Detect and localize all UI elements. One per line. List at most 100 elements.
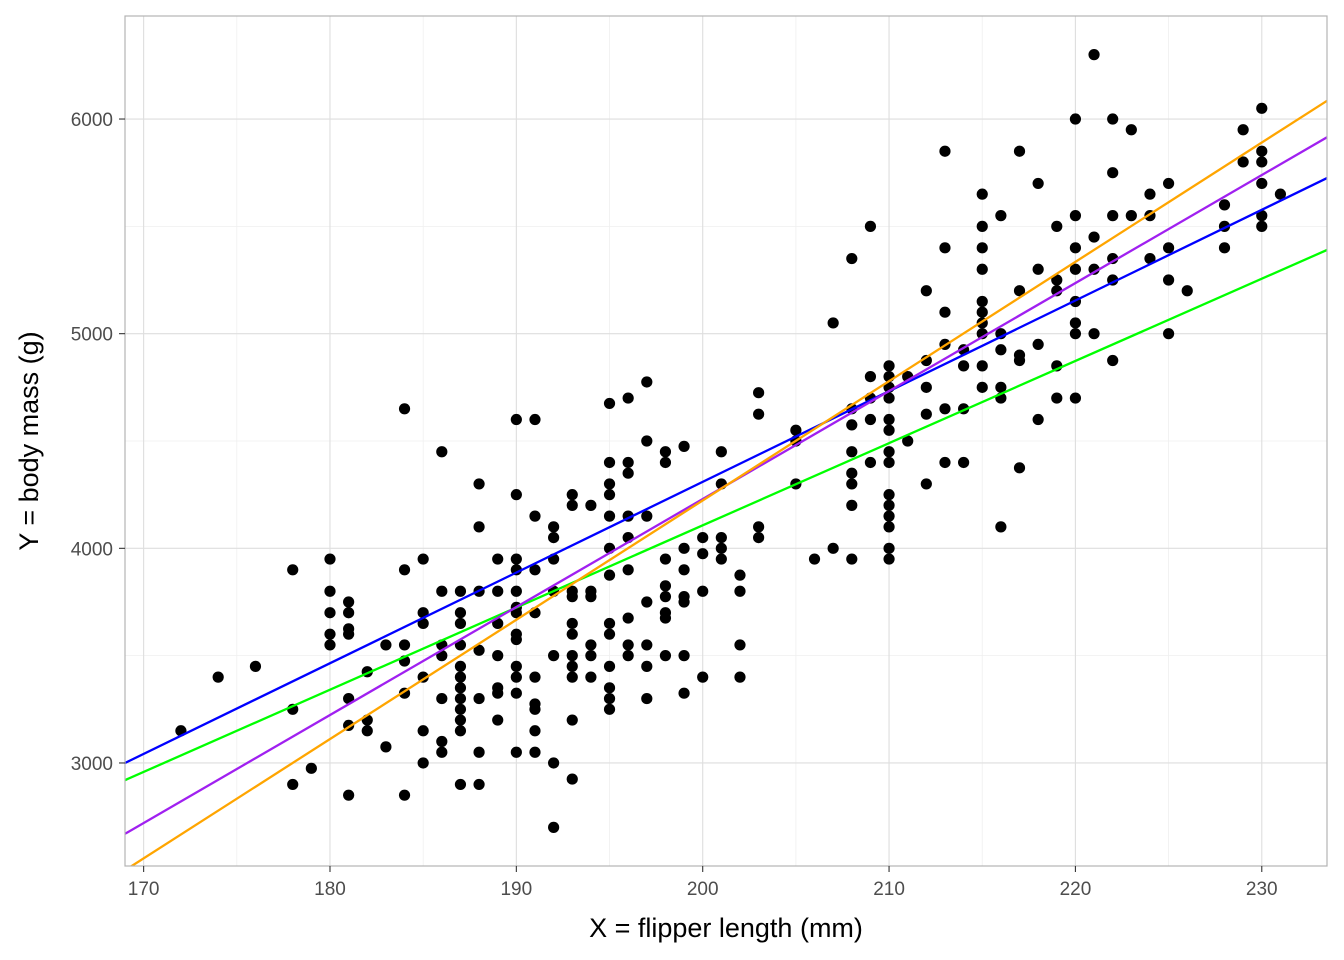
data-point xyxy=(343,607,355,619)
data-point xyxy=(1051,220,1063,232)
data-point xyxy=(1162,177,1175,190)
data-point xyxy=(529,671,541,683)
data-point xyxy=(1237,124,1249,136)
x-tick-label: 170 xyxy=(128,879,160,900)
data-point xyxy=(1256,210,1268,222)
data-point xyxy=(920,408,932,420)
data-point xyxy=(678,596,690,608)
x-axis-ticks: 170 180 190 200 210 220 230 xyxy=(128,866,1278,900)
data-point xyxy=(603,682,616,694)
data-point xyxy=(585,499,597,511)
data-point xyxy=(603,489,616,501)
data-point xyxy=(790,424,802,436)
data-point xyxy=(976,188,988,200)
data-point xyxy=(622,639,634,651)
data-point xyxy=(697,585,709,597)
data-point xyxy=(864,220,877,232)
data-point xyxy=(622,612,634,624)
data-point xyxy=(529,746,541,758)
data-points xyxy=(175,49,1287,833)
data-point xyxy=(510,564,522,576)
data-point xyxy=(1107,210,1119,222)
data-point xyxy=(436,735,448,748)
data-point xyxy=(361,725,373,737)
data-point xyxy=(473,746,485,758)
data-point xyxy=(883,499,895,511)
data-point xyxy=(1162,274,1175,286)
data-point xyxy=(1069,242,1082,254)
data-point xyxy=(454,682,467,694)
data-point xyxy=(529,413,541,426)
data-point xyxy=(510,660,522,672)
data-point xyxy=(473,478,485,490)
data-point xyxy=(715,542,727,554)
data-point xyxy=(417,757,429,769)
data-point xyxy=(473,692,485,705)
data-point xyxy=(603,478,616,490)
data-point xyxy=(1069,210,1082,222)
data-point xyxy=(846,446,858,458)
data-point xyxy=(1274,188,1287,200)
data-point xyxy=(1237,156,1249,168)
data-point xyxy=(1144,188,1156,200)
data-point xyxy=(324,628,336,640)
data-point xyxy=(492,585,504,597)
data-point xyxy=(976,360,988,372)
data-point xyxy=(398,789,411,801)
data-point xyxy=(827,317,839,329)
data-point xyxy=(454,778,467,791)
x-tick-label: 230 xyxy=(1246,879,1278,900)
data-point xyxy=(1088,328,1100,340)
data-point xyxy=(1013,354,1026,367)
data-point xyxy=(1069,392,1082,404)
data-point xyxy=(1051,392,1063,404)
data-point xyxy=(548,531,560,544)
data-point xyxy=(976,381,988,393)
panel-border xyxy=(124,15,1328,867)
fit-line xyxy=(129,99,1327,866)
data-point xyxy=(1088,231,1100,243)
data-point xyxy=(864,413,877,426)
data-point xyxy=(398,403,411,415)
data-point xyxy=(343,789,355,801)
data-point xyxy=(510,746,522,758)
data-point xyxy=(1107,354,1119,367)
data-point xyxy=(641,376,653,388)
data-point xyxy=(566,714,578,726)
data-point xyxy=(1256,220,1268,232)
data-point xyxy=(305,762,317,774)
data-point xyxy=(454,703,467,715)
data-point xyxy=(883,510,895,522)
data-point xyxy=(492,714,504,726)
data-point xyxy=(846,478,858,490)
y-tick-label: 5000 xyxy=(71,325,113,346)
data-point xyxy=(454,617,467,630)
data-point xyxy=(883,413,895,426)
data-point xyxy=(585,650,597,662)
data-point xyxy=(473,778,485,791)
data-point xyxy=(995,344,1007,356)
data-point xyxy=(976,263,988,275)
data-point xyxy=(585,639,597,651)
data-point xyxy=(529,510,541,522)
data-point xyxy=(398,564,411,576)
data-point xyxy=(548,521,560,533)
data-point xyxy=(1069,263,1082,275)
data-point xyxy=(1088,49,1100,61)
data-point xyxy=(510,633,522,646)
data-point xyxy=(846,252,858,265)
data-point xyxy=(510,585,522,597)
data-point xyxy=(1107,113,1119,125)
data-point xyxy=(380,741,392,753)
data-point xyxy=(939,242,951,254)
data-point xyxy=(622,456,634,469)
data-point xyxy=(510,553,522,565)
data-point xyxy=(566,489,578,501)
data-point xyxy=(641,639,653,651)
data-point xyxy=(939,403,951,415)
data-point xyxy=(1069,317,1082,329)
data-point xyxy=(734,671,746,683)
data-point xyxy=(920,478,932,490)
data-point xyxy=(454,660,467,672)
